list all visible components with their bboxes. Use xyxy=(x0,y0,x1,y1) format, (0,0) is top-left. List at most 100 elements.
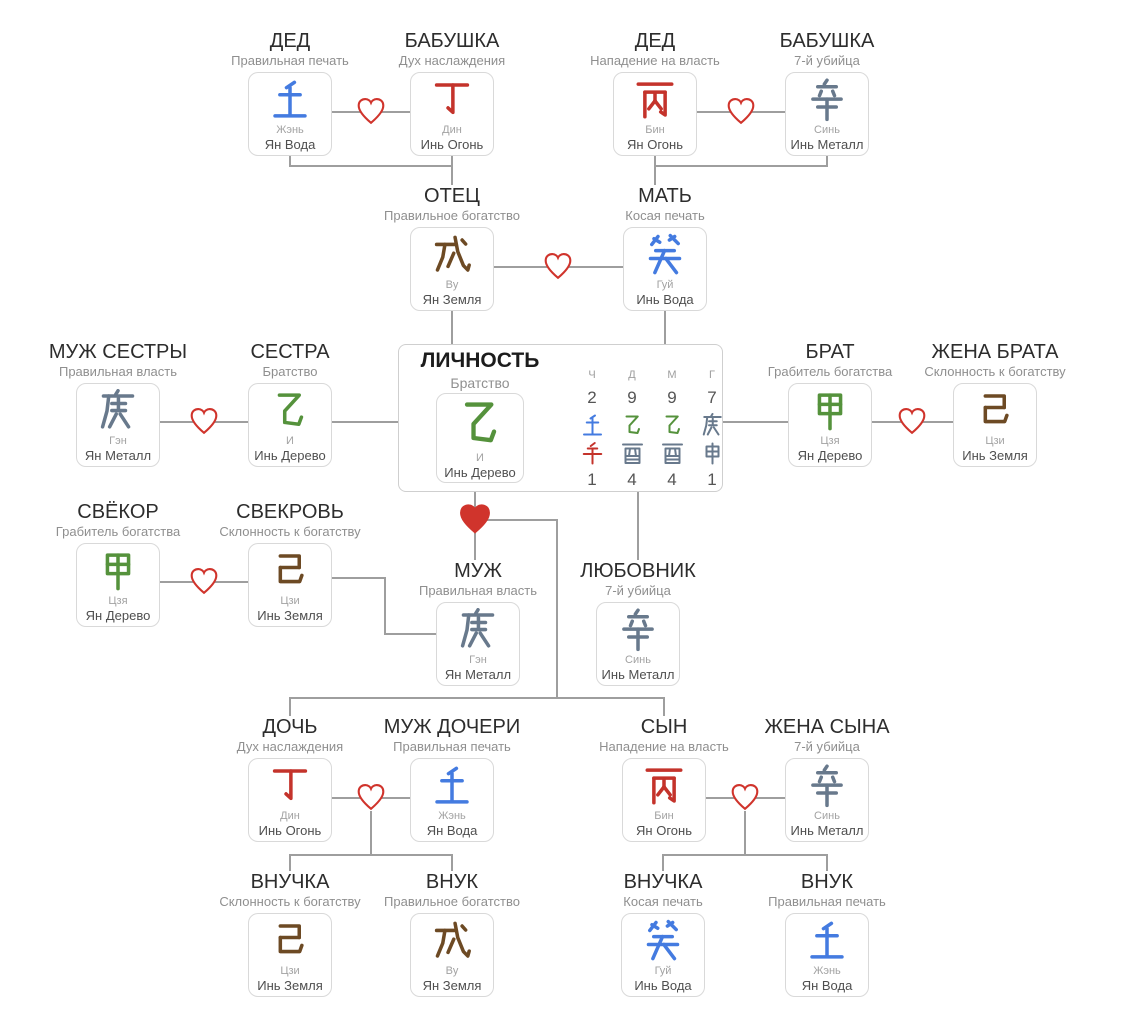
couple-heart-icon xyxy=(729,783,761,813)
pillar-header-month: М xyxy=(667,369,677,381)
pinyin-label: Цзя xyxy=(108,595,128,607)
pinyin-label: И xyxy=(286,435,294,447)
person-card[interactable]: Гуй Инь Вода xyxy=(621,913,705,997)
element-label: Ян Вода xyxy=(264,137,316,152)
person-babushka-right[interactable]: БАБУШКА 7-й убийца Синь Инь Металл xyxy=(737,30,917,156)
pillar-number: 1 xyxy=(707,470,717,489)
pinyin-label: Синь xyxy=(625,654,651,666)
connector-line xyxy=(654,154,656,185)
connector-line xyxy=(332,577,386,579)
person-title: ДОЧЬ xyxy=(262,716,318,738)
connector-line xyxy=(451,154,453,185)
element-label: Инь Огонь xyxy=(258,823,322,838)
hanzi-glyph xyxy=(973,387,1017,435)
person-title: БАБУШКА xyxy=(404,30,500,52)
main-person-box[interactable]: ЛИЧНОСТЬ Братство И Инь Дерево Ч Д М Г 2… xyxy=(398,344,723,492)
person-card[interactable]: Дин Инь Огонь xyxy=(248,758,332,842)
person-syn[interactable]: СЫН Нападение на власть Бин Ян Огонь xyxy=(574,716,754,842)
pinyin-label: Синь xyxy=(814,124,840,136)
person-role: Косая печать xyxy=(623,894,703,909)
person-card[interactable]: Жэнь Ян Вода xyxy=(785,913,869,997)
person-card[interactable]: Цзя Ян Дерево xyxy=(76,543,160,627)
connector-line xyxy=(289,854,291,871)
person-vnuchka-left[interactable]: ВНУЧКА Склонность к богатству Цзи Инь Зе… xyxy=(200,871,380,997)
person-role: Дух наслаждения xyxy=(236,739,344,754)
person-card[interactable]: И Инь Дерево xyxy=(248,383,332,467)
element-label: Ян Металл xyxy=(444,667,512,682)
person-card[interactable]: Цзи Инь Земля xyxy=(248,913,332,997)
connector-line xyxy=(384,577,386,635)
pillar-number: 4 xyxy=(627,470,637,489)
person-card[interactable]: Ву Ян Земля xyxy=(410,227,494,311)
element-label: Инь Дерево xyxy=(254,448,326,463)
pinyin-label: Гэн xyxy=(109,435,127,447)
person-card[interactable]: Жэнь Ян Вода xyxy=(410,758,494,842)
person-card[interactable]: Синь Инь Металл xyxy=(785,758,869,842)
person-card[interactable]: Жэнь Ян Вода xyxy=(248,72,332,156)
person-otec[interactable]: ОТЕЦ Правильное богатство Ву Ян Земля xyxy=(362,185,542,311)
person-sestra[interactable]: СЕСТРА Братство И Инь Дерево xyxy=(200,341,380,467)
person-card[interactable]: Цзи Инь Земля xyxy=(953,383,1037,467)
person-title: МУЖ xyxy=(454,560,502,582)
person-card[interactable]: Гэн Ян Металл xyxy=(436,602,520,686)
person-card[interactable]: Гэн Ян Металл xyxy=(76,383,160,467)
pinyin-label: Дин xyxy=(280,810,300,822)
couple-heart-icon xyxy=(542,252,574,282)
stem-glyph xyxy=(580,413,605,438)
connector-line xyxy=(826,154,828,167)
person-zhena-syna[interactable]: ЖЕНА СЫНА 7-й убийца Синь Инь Металл xyxy=(737,716,917,842)
person-card[interactable]: Дин Инь Огонь xyxy=(410,72,494,156)
stem-glyph xyxy=(700,412,725,438)
person-card[interactable]: Бин Ян Огонь xyxy=(622,758,706,842)
pinyin-label: Бин xyxy=(654,810,674,822)
person-muzh[interactable]: МУЖ Правильная власть Гэн Ян Металл xyxy=(388,560,568,686)
connector-line xyxy=(637,492,639,560)
person-zhena-brata[interactable]: ЖЕНА БРАТА Склонность к богатству Цзи Ин… xyxy=(905,341,1085,467)
person-card[interactable]: Цзи Инь Земля xyxy=(248,543,332,627)
pinyin-label: Гэн xyxy=(469,654,487,666)
pinyin-label: Синь xyxy=(814,810,840,822)
person-muzh-sestry[interactable]: МУЖ СЕСТРЫ Правильная власть Гэн Ян Мета… xyxy=(28,341,208,467)
person-svekor[interactable]: СВЁКОР Грабитель богатства Цзя Ян Дерево xyxy=(28,501,208,627)
hanzi-glyph xyxy=(268,762,312,810)
person-card[interactable]: Бин Ян Огонь xyxy=(613,72,697,156)
person-vnuk-left[interactable]: ВНУК Правильное богатство Ву Ян Земля xyxy=(362,871,542,997)
person-card[interactable]: Ву Ян Земля xyxy=(410,913,494,997)
connector-line xyxy=(384,633,436,635)
connector-line xyxy=(289,697,291,716)
pillars-header-row: Ч Д М Г xyxy=(572,367,732,383)
person-card[interactable]: Синь Инь Металл xyxy=(785,72,869,156)
person-role: Грабитель богатства xyxy=(767,364,893,379)
person-card[interactable]: Синь Инь Металл xyxy=(596,602,680,686)
person-ded-left[interactable]: ДЕД Правильная печать Жэнь Ян Вода xyxy=(200,30,380,156)
element-label: Инь Металл xyxy=(790,137,864,152)
person-card[interactable]: Цзя Ян Дерево xyxy=(788,383,872,467)
person-doch[interactable]: ДОЧЬ Дух наслаждения Дин Инь Огонь xyxy=(200,716,380,842)
person-card[interactable]: Гуй Инь Вода xyxy=(623,227,707,311)
pinyin-label: Цзи xyxy=(280,965,300,977)
hanzi-glyph xyxy=(805,917,849,965)
pinyin-label: Гуй xyxy=(654,965,672,977)
connector-line xyxy=(486,519,558,521)
person-lyubovnik[interactable]: ЛЮБОВНИК 7-й убийца Синь Инь Металл xyxy=(548,560,728,686)
element-label: Инь Земля xyxy=(962,448,1028,463)
person-title: МУЖ ДОЧЕРИ xyxy=(383,716,521,738)
person-role: Нападение на власть xyxy=(599,739,729,754)
connector-line xyxy=(289,154,291,167)
element-label: Ян Огонь xyxy=(636,823,692,838)
person-babushka-left[interactable]: БАБУШКА Дух наслаждения Дин Инь Огонь xyxy=(362,30,542,156)
element-label: Ян Огонь xyxy=(627,137,683,152)
person-brat[interactable]: БРАТ Грабитель богатства Цзя Ян Дерево xyxy=(740,341,920,467)
person-title: ЖЕНА БРАТА xyxy=(931,341,1059,363)
person-svekrov[interactable]: СВЕКРОВЬ Склонность к богатству Цзи Инь … xyxy=(200,501,380,627)
main-person-card[interactable]: И Инь Дерево xyxy=(436,393,524,483)
element-label: Ян Металл xyxy=(84,448,152,463)
person-vnuchka-right[interactable]: ВНУЧКА Косая печать Гуй Инь Вода xyxy=(573,871,753,997)
person-ded-right[interactable]: ДЕД Нападение на власть Бин Ян Огонь xyxy=(565,30,745,156)
person-muzh-docheri[interactable]: МУЖ ДОЧЕРИ Правильная печать Жэнь Ян Вод… xyxy=(362,716,542,842)
connector-line xyxy=(451,309,453,344)
person-title: ЛЮБОВНИК xyxy=(580,560,696,582)
person-mat[interactable]: МАТЬ Косая печать Гуй Инь Вода xyxy=(575,185,755,311)
connector-line xyxy=(474,492,476,508)
person-vnuk-right[interactable]: ВНУК Правильная печать Жэнь Ян Вода xyxy=(737,871,917,997)
